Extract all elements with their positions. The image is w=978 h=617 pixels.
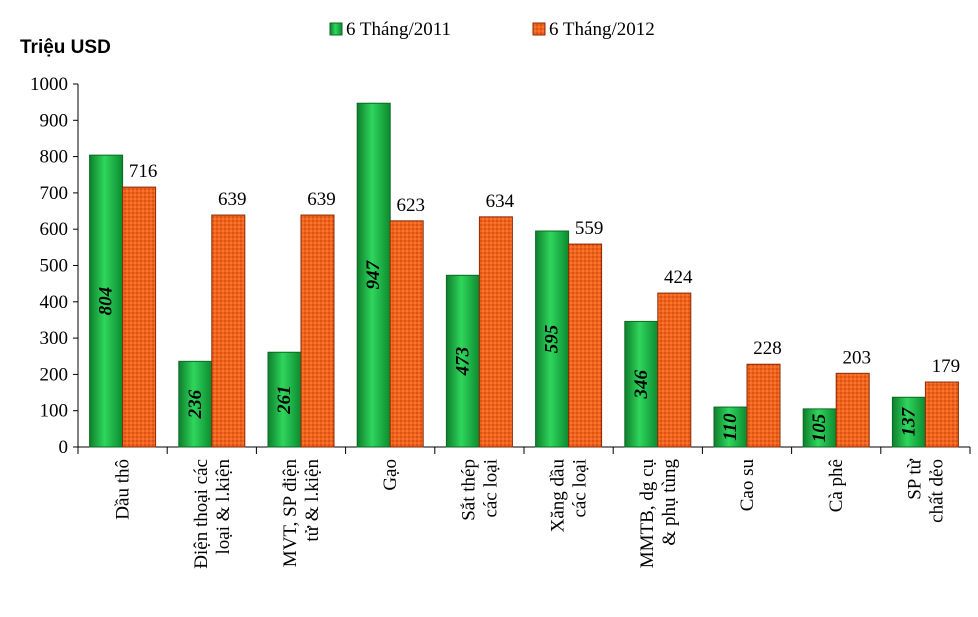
data-label-2011: 595 xyxy=(542,324,563,353)
y-tick-label: 300 xyxy=(40,328,69,349)
bar-2012 xyxy=(300,214,335,448)
data-label-2011: 346 xyxy=(631,369,652,399)
data-label-2011: 236 xyxy=(185,389,206,419)
data-labels: 804 716 236 639 261 639 947 623 473 634 595 559 346 4… xyxy=(96,161,961,442)
category-label-line: MVT, SP điện xyxy=(280,459,301,568)
data-label-2012: 179 xyxy=(932,356,961,377)
data-label-2011: 804 xyxy=(96,287,117,316)
bar-2012 xyxy=(478,216,513,448)
category-label-line: Cà phê xyxy=(826,459,847,512)
category-label-line: & phụ tùng xyxy=(659,459,680,546)
category-label: MVT, SP điện tử & l.kiện xyxy=(280,459,323,568)
category-label-line: Xăng dầu xyxy=(548,459,569,533)
bar-2011 xyxy=(535,230,570,448)
bar-2012 xyxy=(746,363,781,448)
category-label: SP từ chất dẻo xyxy=(904,458,947,523)
category-label-line: Điện thoại các xyxy=(191,459,212,569)
bar-2011 xyxy=(713,406,748,448)
bar-2011 xyxy=(178,360,213,448)
data-label-2012: 634 xyxy=(486,191,515,212)
data-label-2011: 947 xyxy=(363,259,384,289)
y-tick-label: 600 xyxy=(40,219,69,240)
data-label-2011: 105 xyxy=(809,413,830,442)
category-labels: Dầu thô Điện thoại các loại & l.kiện MVT, S… xyxy=(113,458,948,568)
y-tick-label: 400 xyxy=(40,292,69,313)
data-label-2012: 639 xyxy=(307,189,336,210)
category-label: MMTB, dg cụ & phụ tùng xyxy=(637,459,680,569)
bars xyxy=(89,102,959,448)
data-label-2012: 203 xyxy=(842,347,871,368)
category-label: Sắt thép các loại xyxy=(458,459,501,521)
category-label: Cao su xyxy=(737,459,758,512)
bar-2012 xyxy=(568,243,603,448)
bar-2012 xyxy=(835,372,870,448)
data-label-2012: 559 xyxy=(575,218,604,239)
data-label-2012: 639 xyxy=(218,189,247,210)
y-tick-label: 100 xyxy=(40,401,69,422)
category-label-line: Sắt thép xyxy=(458,459,479,521)
bar-2012 xyxy=(924,381,959,448)
y-tick-label: 0 xyxy=(59,437,69,458)
data-label-2012: 424 xyxy=(664,267,693,288)
category-label: Cà phê xyxy=(826,459,847,512)
category-label-line: Dầu thô xyxy=(113,459,134,520)
legend-swatch xyxy=(532,22,546,36)
category-label: Dầu thô xyxy=(113,459,134,520)
bar-2012 xyxy=(211,214,246,448)
data-label-2011: 473 xyxy=(452,347,473,377)
bar-2011 xyxy=(356,102,391,448)
data-label-2012: 716 xyxy=(129,161,158,182)
y-tick-label: 900 xyxy=(40,110,69,131)
category-label-line: loại & l.kiện xyxy=(213,459,234,555)
y-tick-label: 700 xyxy=(40,183,69,204)
data-label-2011: 261 xyxy=(274,385,295,415)
bar-2012 xyxy=(389,220,424,448)
y-tick-label: 200 xyxy=(40,364,69,385)
category-label-line: MMTB, dg cụ xyxy=(637,459,658,569)
category-label-line: các loại xyxy=(480,459,501,518)
bar-2011 xyxy=(445,274,480,448)
legend-label: 6 Tháng/2011 xyxy=(346,19,451,40)
bar-2012 xyxy=(657,292,692,448)
bar-2012 xyxy=(122,186,157,448)
category-label-line: Gạo xyxy=(380,459,401,491)
bar-2011 xyxy=(267,351,302,448)
data-label-2012: 623 xyxy=(396,195,425,216)
category-label-line: SP từ xyxy=(904,458,925,499)
category-label-line: Cao su xyxy=(737,459,758,512)
y-tick-label: 800 xyxy=(40,147,69,168)
bar-2011 xyxy=(624,320,659,448)
legend-swatch xyxy=(329,22,343,36)
axes: 0 100 200 300 400 500 600 700 800 900 1000 xyxy=(30,74,971,458)
data-label-2012: 228 xyxy=(753,338,782,359)
legend: 6 Tháng/2011 6 Tháng/2012 xyxy=(329,19,655,40)
y-tick-label: 1000 xyxy=(30,74,68,95)
category-label-line: chất dẻo xyxy=(926,459,947,523)
bar-2011 xyxy=(89,154,124,448)
y-axis-title: Triệu USD xyxy=(20,37,111,58)
data-label-2011: 110 xyxy=(720,413,741,441)
legend-label: 6 Tháng/2012 xyxy=(549,19,655,40)
category-label-line: các loại xyxy=(570,459,591,518)
category-label-line: tử & l.kiện xyxy=(302,459,323,542)
y-tick-label: 500 xyxy=(40,256,69,277)
category-label: Gạo xyxy=(380,459,401,491)
category-label: Xăng dầu các loại xyxy=(548,459,591,533)
data-label-2011: 137 xyxy=(898,406,919,436)
category-label: Điện thoại các loại & l.kiện xyxy=(191,459,234,569)
